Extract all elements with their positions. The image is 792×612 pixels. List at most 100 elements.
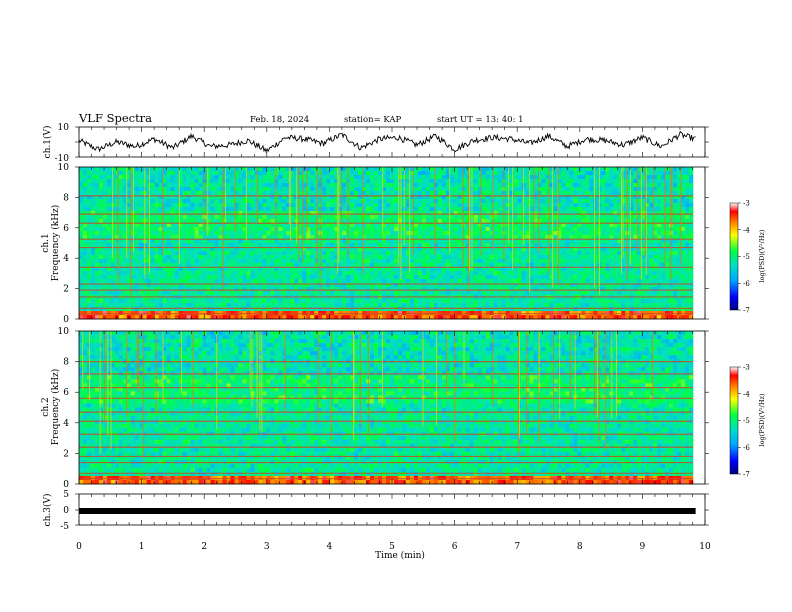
spectrogram-cell — [557, 271, 562, 276]
spectrogram-cell — [665, 235, 670, 240]
spectrogram-cell — [573, 247, 578, 252]
spectrogram-cell — [421, 279, 427, 284]
spectrogram-cell — [637, 271, 642, 276]
spectrogram-cell — [569, 263, 574, 268]
spectrogram-cell — [493, 187, 498, 192]
spectrogram-cell — [98, 271, 104, 276]
spectrogram-cell — [314, 251, 319, 256]
spectrogram-cell — [370, 283, 375, 288]
spectrogram-cell — [366, 179, 371, 184]
spectrogram-cell — [393, 203, 399, 208]
spectrogram-cell — [469, 279, 475, 284]
spectrogram-cell — [342, 267, 347, 272]
spectrogram-cell — [621, 279, 626, 284]
spectrogram-cell — [401, 279, 407, 284]
spectrogram-cell — [286, 223, 291, 228]
spectrogram-cell — [425, 195, 431, 200]
spectrogram-cell — [342, 291, 347, 296]
spectrogram-cell — [485, 231, 490, 236]
spectrogram-cell — [553, 179, 558, 184]
spectrogram-cell — [146, 175, 152, 180]
spectrogram-cell — [250, 187, 255, 192]
spectrogram-cell — [641, 235, 646, 240]
spectrogram-cell — [222, 187, 227, 192]
spectrogram-cell — [645, 183, 650, 188]
spectrogram-cell — [673, 203, 678, 208]
spectrogram-cell — [401, 291, 407, 296]
spectrogram-cell — [322, 287, 327, 292]
spectrogram-cell — [150, 215, 156, 220]
spectrogram-cell — [477, 171, 482, 176]
spectrogram-cell — [437, 199, 443, 204]
spectrogram-cell — [649, 203, 654, 208]
spectrogram-cell — [433, 235, 439, 240]
spectrogram-cell — [110, 235, 116, 240]
spectrogram-cell — [413, 267, 419, 272]
spectrogram-cell — [374, 171, 379, 176]
spectrogram-cell — [182, 259, 187, 264]
spectrogram-cell — [685, 171, 690, 176]
spectrogram-cell — [170, 191, 175, 196]
spectrogram-cell — [302, 171, 307, 176]
spectrogram-cell — [138, 251, 144, 256]
spectrogram-cell — [577, 287, 582, 292]
spectrogram-cell — [230, 243, 235, 248]
spectrogram-cell — [334, 171, 339, 176]
spectrogram-cell — [98, 199, 104, 204]
spectrogram-cell — [122, 187, 128, 192]
spectrogram-cell — [254, 195, 259, 200]
spectrogram-cell — [453, 279, 459, 284]
spectrogram-cell — [138, 227, 144, 232]
spectrogram-cell — [158, 291, 164, 296]
spectrogram-cell — [298, 239, 303, 244]
spectrogram-cell — [374, 259, 379, 264]
spectrogram-cell — [378, 283, 383, 288]
spectrogram-cell — [378, 287, 383, 292]
spectrogram-cell — [497, 271, 502, 276]
spectrogram-cell — [649, 271, 654, 276]
spectrogram-cell — [110, 287, 116, 292]
spectrogram-cell — [605, 279, 610, 284]
spectrogram-cell — [334, 215, 339, 220]
spectrogram-cell — [150, 247, 156, 252]
spectrogram-cell — [657, 175, 662, 180]
spectrogram-cell — [190, 271, 195, 276]
spectrogram-cell — [362, 183, 367, 188]
spectrogram-cell — [354, 287, 359, 292]
spectrogram-cell — [489, 195, 494, 200]
spectrogram-cell — [585, 287, 590, 292]
spectrogram-cell — [286, 279, 291, 284]
spectrogram-cell — [218, 219, 223, 224]
spectrogram-cell — [322, 207, 327, 212]
spectrogram-cell — [122, 223, 128, 228]
spectrogram-cell — [282, 211, 287, 216]
spectrogram-cell — [262, 263, 267, 268]
spectrogram-cell — [354, 271, 359, 276]
spectrogram-cell — [110, 247, 116, 252]
spectrogram-cell — [94, 199, 100, 204]
spectrogram-cell — [601, 231, 606, 236]
spectrogram-cell — [362, 199, 367, 204]
spectrogram-cell — [190, 191, 195, 196]
spectrogram-cell — [230, 223, 235, 228]
spectrogram-cell — [589, 215, 594, 220]
spectrogram-cell — [665, 211, 670, 216]
spectrogram-cell — [513, 283, 518, 288]
spectrogram-cell — [577, 239, 582, 244]
spectrogram-cell — [677, 275, 682, 280]
figure-title: VLF Spectra — [78, 111, 152, 125]
spectrogram-cell — [254, 255, 259, 260]
spectrogram-cell — [346, 271, 351, 276]
spectrogram-cell — [206, 263, 211, 268]
spectrogram-cell — [102, 203, 108, 208]
spectrogram-cell — [110, 259, 116, 264]
spectrogram-cell — [222, 231, 227, 236]
spectrogram-cell — [633, 259, 638, 264]
spectrogram-cell — [202, 235, 207, 240]
spectrogram-cell — [581, 271, 586, 276]
spectrogram-cell — [409, 259, 415, 264]
spectrogram-cell — [461, 283, 467, 288]
spectrogram-cell — [202, 215, 207, 220]
spectrogram-cell — [374, 199, 379, 204]
spectrogram-cell — [314, 215, 319, 220]
